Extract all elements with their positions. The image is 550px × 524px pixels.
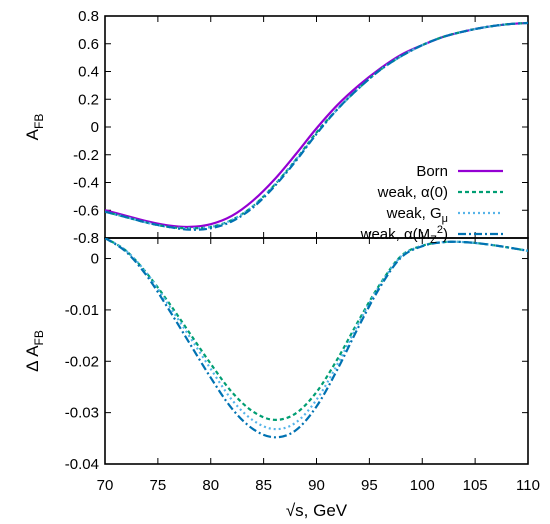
bottom-ytick-label: -0.04 [65,456,99,473]
axis-labels: 70 75 80 85 90 95 100 105 110 √s, GeV AFB Δ AFB [23,114,540,520]
bottom-series-1 [105,238,528,431]
bottom-series-0 [105,238,528,421]
top-ytick-label: -0.6 [73,202,99,219]
top-ytick-label: -0.4 [73,175,99,192]
top-ytick-label: -0.2 [73,147,99,164]
legend-label-3: weak, α(MZ2) [360,224,448,246]
top-y-axis-label: AFB [23,114,46,141]
x-tick-label: 100 [410,477,435,494]
top-ytick-label: 0.6 [78,36,99,53]
bottom-frame [104,237,529,465]
top-ytick-label: 0.4 [78,64,99,81]
x-tick-label: 95 [361,477,378,494]
x-tick-label: 80 [202,477,219,494]
bottom-series-2 [105,238,528,439]
legend-label-2: weak, Gμ [386,205,448,225]
legend-label-1: weak, α(0) [377,184,448,201]
bottom-y-axis-label: Δ AFB [23,330,46,372]
top-ytick-label: -0.8 [73,230,99,247]
top-ytick-label: 0.8 [78,8,99,25]
top-ytick-label: 0.2 [78,91,99,108]
x-tick-label: 105 [463,477,488,494]
bottom-ytick-label: -0.02 [65,353,99,370]
top-series-2 [105,21,528,230]
bottom-panel: 0 -0.01 -0.02 -0.03 -0.04 [65,237,529,473]
x-tick-label: 70 [97,477,114,494]
x-axis-label: √s, GeV [286,501,348,520]
bottom-ytick-label: -0.01 [65,302,99,319]
top-panel: 0.8 0.6 0.4 0.2 0 -0.2 -0.4 -0.6 -0.8 [73,8,529,247]
x-tick-label: 85 [255,477,272,494]
bottom-ytick-label: 0 [91,251,99,268]
top-series-1 [105,21,528,230]
top-series-0 [105,21,528,229]
x-tick-label: 90 [308,477,325,494]
bottom-ytick-label: -0.03 [65,405,99,422]
top-ytick-label: 0 [91,119,99,136]
x-tick-label: 110 [516,477,540,494]
top-series-3 [105,21,528,231]
legend-label-0: Born [416,163,448,180]
x-tick-label: 75 [150,477,167,494]
